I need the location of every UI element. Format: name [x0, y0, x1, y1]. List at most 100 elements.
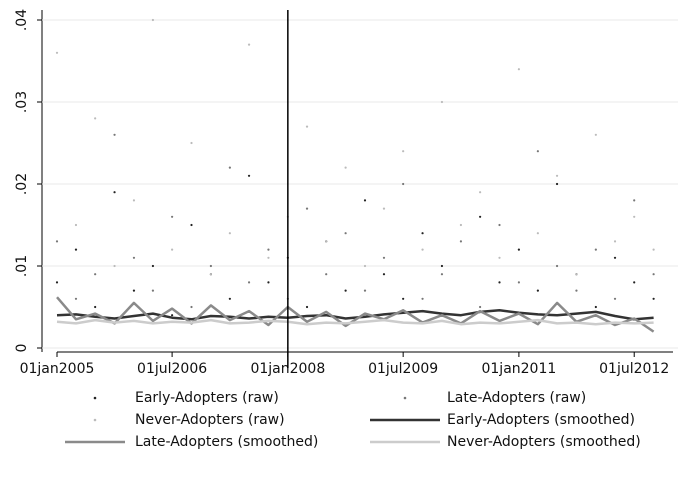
raw-point: [190, 141, 193, 145]
raw-point: [402, 297, 405, 300]
smoothed-line: [56, 318, 654, 326]
raw-point: [363, 199, 367, 202]
raw-point: [305, 207, 309, 210]
raw-point: [94, 273, 97, 276]
raw-point: [344, 289, 347, 292]
raw-point: [633, 215, 636, 218]
raw-point: [74, 248, 78, 251]
raw-point: [94, 117, 97, 120]
raw-point: [113, 133, 116, 136]
raw-point: [633, 281, 636, 284]
legend-symbol: [93, 396, 97, 400]
raw-point: [613, 297, 617, 300]
raw-point: [402, 150, 405, 153]
x-tick-label: 01jul2009: [368, 361, 438, 377]
x-tick-label: 01jan2008: [250, 361, 325, 377]
legend-label: Never-Adopters (raw): [135, 412, 285, 428]
legend-symbol: [93, 418, 97, 422]
raw-point: [575, 273, 578, 276]
raw-point: [363, 264, 367, 268]
raw-point: [55, 281, 59, 284]
raw-point: [498, 281, 501, 284]
raw-point: [190, 305, 193, 309]
raw-point: [479, 305, 482, 309]
raw-point: [517, 68, 520, 71]
raw-point: [498, 223, 501, 227]
raw-point: [575, 289, 578, 292]
raw-point: [479, 215, 482, 218]
raw-point: [555, 174, 559, 177]
raw-point: [209, 273, 212, 276]
raw-point: [247, 43, 251, 46]
y-tick-label: 0: [14, 344, 30, 353]
raw-point: [594, 248, 597, 251]
raw-point: [325, 240, 328, 243]
raw-point: [652, 273, 655, 276]
legend-label: Early-Adopters (raw): [135, 390, 279, 406]
raw-point: [344, 166, 347, 169]
legend-label: Never-Adopters (smoothed): [447, 434, 641, 450]
raw-point: [517, 281, 520, 284]
raw-point: [171, 215, 174, 218]
x-tick-label: 01jul2012: [599, 361, 669, 377]
legend-label: Early-Adopters (smoothed): [447, 412, 635, 428]
legend-label: Late-Adopters (raw): [447, 390, 586, 406]
raw-point: [305, 305, 309, 309]
raw-point: [267, 281, 270, 284]
raw-point: [171, 314, 174, 317]
raw-point: [228, 166, 231, 169]
raw-point: [344, 232, 347, 235]
raw-point: [151, 289, 155, 292]
raw-point: [74, 223, 78, 227]
raw-point: [190, 223, 193, 227]
raw-point: [305, 125, 309, 128]
raw-point: [151, 264, 155, 268]
raw-point: [459, 240, 463, 243]
raw-point: [74, 297, 78, 300]
raw-point: [267, 248, 270, 251]
smoothed-line: [56, 296, 655, 333]
raw-point: [652, 248, 655, 251]
raw-point: [363, 289, 367, 292]
raw-point: [555, 182, 559, 186]
raw-point: [652, 297, 655, 300]
raw-point: [613, 256, 617, 259]
raw-point: [151, 18, 155, 22]
y-tick-label: .02: [14, 173, 30, 195]
smoothed-line: [56, 309, 654, 321]
raw-point: [536, 232, 539, 235]
raw-point: [382, 273, 386, 276]
raw-point: [536, 289, 539, 292]
raw-point: [421, 232, 424, 235]
legend-symbol: [403, 396, 407, 400]
raw-point: [440, 264, 444, 268]
raw-point: [555, 264, 559, 268]
raw-point: [382, 207, 386, 210]
raw-point: [209, 264, 212, 268]
raw-point: [440, 273, 444, 276]
raw-point: [382, 256, 386, 259]
raw-point: [132, 199, 136, 202]
raw-point: [325, 273, 328, 276]
raw-point: [228, 297, 231, 300]
raw-point: [113, 191, 116, 194]
raw-point: [613, 240, 617, 243]
raw-point: [421, 248, 424, 251]
raw-point: [132, 289, 136, 292]
raw-point: [421, 297, 424, 300]
raw-point: [633, 199, 636, 202]
raw-point: [440, 100, 444, 104]
x-tick-label: 01jan2011: [481, 361, 556, 377]
raw-point: [55, 51, 59, 54]
raw-point: [228, 232, 231, 235]
raw-point: [402, 182, 405, 186]
raw-point: [459, 223, 463, 227]
raw-point: [94, 305, 97, 309]
raw-point: [247, 281, 251, 284]
raw-point: [55, 240, 59, 243]
raw-point: [132, 256, 136, 259]
raw-point: [517, 248, 520, 251]
raw-point: [479, 191, 482, 194]
y-tick-label: .04: [14, 9, 30, 31]
